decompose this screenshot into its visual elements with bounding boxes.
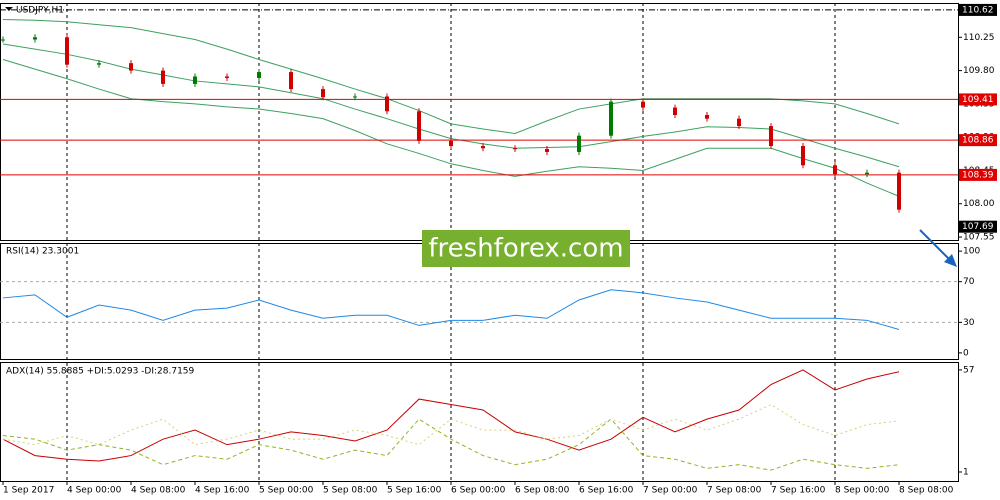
candle-body <box>897 172 901 210</box>
y-tick-label: 0 <box>963 348 969 358</box>
candle-body <box>257 72 261 78</box>
candle-body <box>353 96 357 98</box>
y-tick-label: 109.80 <box>963 66 995 76</box>
y-tick-label: 108.00 <box>963 199 995 209</box>
x-tick-label: 6 Sep 08:00 <box>515 486 570 496</box>
y-tick-label: 57 <box>963 365 974 375</box>
price-label: 108.39 <box>962 170 994 180</box>
price-label-box <box>959 168 997 181</box>
candle-body <box>737 118 741 127</box>
price-label: 108.86 <box>962 136 994 146</box>
x-tick-label: 8 Sep 00:00 <box>835 486 890 496</box>
y-tick-label: 107.55 <box>963 233 995 243</box>
candle-body <box>609 101 613 136</box>
candle-body <box>161 70 165 84</box>
main-panel-title: USDJPY,H1 <box>16 6 64 16</box>
candle-body <box>833 165 837 175</box>
x-tick-label: 4 Sep 00:00 <box>67 486 122 496</box>
x-tick-label: 7 Sep 16:00 <box>771 486 826 496</box>
x-tick-label: 4 Sep 08:00 <box>131 486 186 496</box>
price-label-box <box>959 220 997 233</box>
candle-body <box>577 135 581 152</box>
adx-panel-title: ADX(14) 55.8885 +DI:5.0293 -DI:28.7159 <box>6 367 195 377</box>
x-tick-label: 6 Sep 00:00 <box>451 486 506 496</box>
candle-body <box>545 149 549 152</box>
x-tick-label: 6 Sep 16:00 <box>579 486 634 496</box>
series-line <box>2 19 900 134</box>
candle-body <box>513 148 517 150</box>
candle-body <box>193 76 197 84</box>
price-label-box <box>959 93 997 106</box>
candle-body <box>385 96 389 112</box>
candle-body <box>225 76 229 78</box>
candle-body <box>801 146 805 166</box>
adx-panel-frame <box>0 362 959 482</box>
y-tick-label: 100 <box>963 247 980 257</box>
candle-body <box>641 101 645 108</box>
day-separators <box>66 3 836 481</box>
candle-body <box>481 146 485 149</box>
series-line <box>2 403 900 446</box>
x-tick-label: 1 Sep 2017 <box>3 486 54 496</box>
x-tick-label: 5 Sep 08:00 <box>323 486 378 496</box>
y-tick-label: 70 <box>963 277 975 287</box>
arrow-head <box>944 254 957 267</box>
series-line <box>2 289 900 330</box>
price-label: 107.69 <box>962 222 994 232</box>
watermark-box <box>422 230 630 267</box>
candle-body <box>705 114 709 119</box>
candle-body <box>97 63 101 65</box>
y-tick-label: 110.25 <box>963 33 995 43</box>
candle-body <box>33 37 37 40</box>
panel-icon <box>5 7 13 11</box>
rsi-panel-title: RSI(14) 23.3001 <box>6 247 79 257</box>
marks: 1 Sep 2017 4 Sep 00:00 4 Sep 08:00 4 Sep 16… <box>0 3 997 496</box>
candle-body <box>65 37 69 65</box>
watermark: freshforex.com <box>428 234 623 264</box>
x-tick-label: 8 Sep 08:00 <box>899 486 954 496</box>
candle-body <box>449 140 453 147</box>
candle-body <box>129 63 133 71</box>
y-tick-label: 1 <box>963 467 969 477</box>
candle-body <box>865 172 869 175</box>
candle-body <box>673 107 677 115</box>
series-line <box>2 369 900 462</box>
price-label: 109.41 <box>962 95 994 105</box>
y-tick-label: 30 <box>963 318 975 328</box>
series-line <box>2 59 900 197</box>
candle-body <box>289 72 293 90</box>
x-tick-label: 7 Sep 00:00 <box>643 486 698 496</box>
x-tick-label: 5 Sep 00:00 <box>259 486 314 496</box>
price-label: 110.62 <box>962 5 994 15</box>
x-tick-label: 4 Sep 16:00 <box>195 486 250 496</box>
x-tick-label: 7 Sep 08:00 <box>707 486 762 496</box>
price-label-box <box>959 3 997 16</box>
candle-body <box>1 39 5 41</box>
x-tick-label: 5 Sep 16:00 <box>387 486 442 496</box>
candle-body <box>321 89 325 98</box>
price-label-box <box>959 134 997 147</box>
candle-body <box>417 111 421 141</box>
arrow-shaft <box>919 229 953 263</box>
candle-body <box>769 126 773 147</box>
series-line <box>2 418 900 471</box>
